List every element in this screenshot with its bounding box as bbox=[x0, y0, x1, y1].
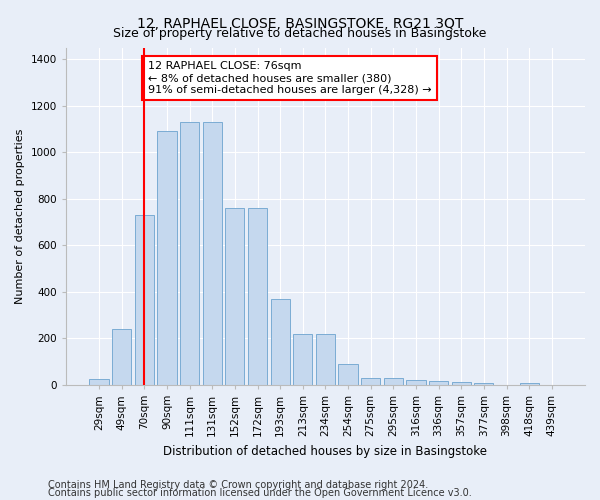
Bar bbox=[157, 132, 176, 385]
Text: 12 RAPHAEL CLOSE: 76sqm
← 8% of detached houses are smaller (380)
91% of semi-de: 12 RAPHAEL CLOSE: 76sqm ← 8% of detached… bbox=[148, 62, 431, 94]
Bar bbox=[203, 122, 222, 385]
Bar bbox=[89, 379, 109, 385]
Bar bbox=[384, 378, 403, 385]
Bar bbox=[474, 382, 493, 385]
Text: Contains public sector information licensed under the Open Government Licence v3: Contains public sector information licen… bbox=[48, 488, 472, 498]
Bar bbox=[406, 380, 425, 385]
Bar bbox=[271, 299, 290, 385]
Bar bbox=[248, 208, 267, 385]
Y-axis label: Number of detached properties: Number of detached properties bbox=[15, 128, 25, 304]
Text: Size of property relative to detached houses in Basingstoke: Size of property relative to detached ho… bbox=[113, 28, 487, 40]
Bar bbox=[135, 215, 154, 385]
X-axis label: Distribution of detached houses by size in Basingstoke: Distribution of detached houses by size … bbox=[163, 444, 487, 458]
Bar bbox=[429, 381, 448, 385]
Bar bbox=[338, 364, 358, 385]
Bar bbox=[452, 382, 471, 385]
Bar bbox=[316, 334, 335, 385]
Text: 12, RAPHAEL CLOSE, BASINGSTOKE, RG21 3QT: 12, RAPHAEL CLOSE, BASINGSTOKE, RG21 3QT bbox=[137, 18, 463, 32]
Bar bbox=[293, 334, 313, 385]
Bar bbox=[361, 378, 380, 385]
Bar bbox=[520, 383, 539, 385]
Bar bbox=[112, 329, 131, 385]
Bar bbox=[180, 122, 199, 385]
Bar bbox=[225, 208, 244, 385]
Text: Contains HM Land Registry data © Crown copyright and database right 2024.: Contains HM Land Registry data © Crown c… bbox=[48, 480, 428, 490]
